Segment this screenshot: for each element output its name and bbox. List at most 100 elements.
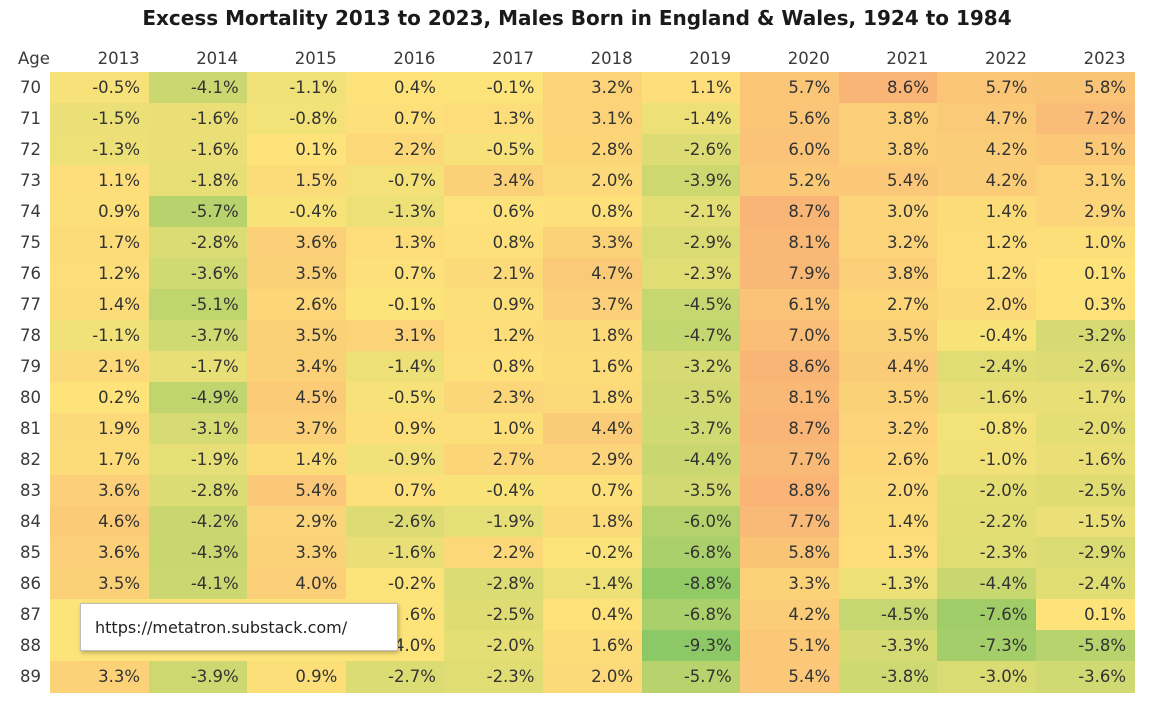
heatmap-cell: 8.7%	[740, 413, 840, 445]
heatmap-cell: -3.2%	[641, 351, 741, 383]
heatmap-cell: 4.4%	[838, 351, 938, 383]
heatmap-cell: -2.5%	[1036, 475, 1136, 507]
heatmap-cell: -3.3%	[838, 630, 938, 662]
heatmap-cell: -6.8%	[641, 599, 741, 631]
heatmap-cell: 1.0%	[444, 413, 544, 445]
heatmap-cell: 0.9%	[247, 661, 347, 693]
heatmap-cell: -1.6%	[148, 134, 248, 166]
heatmap-cell: -3.9%	[148, 661, 248, 693]
heatmap-cell: 5.7%	[937, 72, 1037, 104]
heatmap-cell: -0.1%	[345, 289, 445, 321]
heatmap-cell: 0.8%	[543, 196, 643, 228]
heatmap-cell: -0.5%	[444, 134, 544, 166]
heatmap-cell: -7.6%	[937, 599, 1037, 631]
heatmap-cell: -1.5%	[1036, 506, 1136, 538]
heatmap-cell: 8.1%	[740, 382, 840, 414]
heatmap-cell: -2.8%	[148, 475, 248, 507]
heatmap-cell: -2.4%	[1036, 568, 1136, 600]
heatmap-cell: 1.8%	[543, 506, 643, 538]
heatmap-cell: -1.1%	[247, 72, 347, 104]
heatmap-cell: 3.4%	[247, 351, 347, 383]
row-label: 80	[20, 388, 41, 407]
heatmap-cell: -3.5%	[641, 475, 741, 507]
heatmap-cell: -0.5%	[345, 382, 445, 414]
row-label: 86	[20, 574, 41, 593]
heatmap-cell: 0.4%	[543, 599, 643, 631]
heatmap-cell: -3.7%	[641, 413, 741, 445]
heatmap-cell: 2.9%	[1036, 196, 1136, 228]
heatmap-cell: -2.8%	[148, 227, 248, 259]
heatmap-cell: 3.1%	[1036, 165, 1136, 197]
heatmap-cell: 1.7%	[50, 227, 150, 259]
heatmap-cell: -4.2%	[148, 506, 248, 538]
heatmap-cell: -0.2%	[543, 537, 643, 569]
heatmap-cell: 7.7%	[740, 444, 840, 476]
heatmap-cell: -3.1%	[148, 413, 248, 445]
heatmap-cell: 4.2%	[937, 134, 1037, 166]
heatmap-cell: -3.6%	[1036, 661, 1136, 693]
heatmap-cell: -0.8%	[937, 413, 1037, 445]
heatmap-cell: 4.2%	[937, 165, 1037, 197]
heatmap-cell: 0.1%	[1036, 258, 1136, 290]
heatmap-cell: -3.9%	[641, 165, 741, 197]
heatmap-cell: 3.0%	[838, 196, 938, 228]
heatmap-cell: 1.8%	[543, 320, 643, 352]
heatmap-cell: -4.7%	[641, 320, 741, 352]
heatmap-cell: 6.1%	[740, 289, 840, 321]
heatmap-cell: 2.0%	[543, 165, 643, 197]
heatmap-cell: -2.9%	[1036, 537, 1136, 569]
heatmap-cell: 3.2%	[543, 72, 643, 104]
heatmap-cell: -2.6%	[345, 506, 445, 538]
heatmap-cell: 0.3%	[1036, 289, 1136, 321]
heatmap-cell: -2.5%	[444, 599, 544, 631]
heatmap-cell: -2.4%	[937, 351, 1037, 383]
heatmap-cell: 1.8%	[543, 382, 643, 414]
heatmap-cell: -1.7%	[148, 351, 248, 383]
heatmap-cell: -4.1%	[148, 72, 248, 104]
heatmap-cell: -2.0%	[1036, 413, 1136, 445]
heatmap-cell: 2.3%	[444, 382, 544, 414]
heatmap-cell: -3.6%	[148, 258, 248, 290]
heatmap-cell: -1.4%	[345, 351, 445, 383]
heatmap-cell: 1.1%	[641, 72, 741, 104]
row-label: 79	[20, 357, 41, 376]
heatmap-cell: 3.2%	[838, 413, 938, 445]
heatmap-cell: -0.8%	[247, 103, 347, 135]
heatmap-cell: 2.9%	[247, 506, 347, 538]
heatmap-cell: -1.7%	[1036, 382, 1136, 414]
heatmap-cell: 0.9%	[444, 289, 544, 321]
heatmap-cell: 1.3%	[345, 227, 445, 259]
heatmap-cell: -4.5%	[641, 289, 741, 321]
heatmap-cell: 2.7%	[444, 444, 544, 476]
column-header: 2013	[97, 49, 140, 68]
heatmap-cell: 5.1%	[1036, 134, 1136, 166]
row-label: 74	[20, 202, 41, 221]
heatmap-cell: -1.8%	[148, 165, 248, 197]
heatmap-cell: -3.5%	[641, 382, 741, 414]
heatmap-cell: 1.4%	[50, 289, 150, 321]
row-label: 88	[20, 636, 41, 655]
heatmap-cell: -3.7%	[148, 320, 248, 352]
heatmap-cell: -2.7%	[345, 661, 445, 693]
heatmap-cell: 1.4%	[838, 506, 938, 538]
heatmap-cell: 1.2%	[444, 320, 544, 352]
column-header: 2014	[196, 49, 239, 68]
heatmap-cell: 4.6%	[50, 506, 150, 538]
heatmap-cell: 3.1%	[345, 320, 445, 352]
heatmap-cell: 1.7%	[50, 444, 150, 476]
heatmap-cell: 2.2%	[345, 134, 445, 166]
heatmap-cell: 5.4%	[838, 165, 938, 197]
heatmap-cell: 2.9%	[543, 444, 643, 476]
heatmap-cell: 0.7%	[345, 258, 445, 290]
heatmap-cell: -0.4%	[247, 196, 347, 228]
heatmap-cell: 5.4%	[740, 661, 840, 693]
heatmap-cell: 0.1%	[1036, 599, 1136, 631]
heatmap-cell: 7.7%	[740, 506, 840, 538]
heatmap-cell: -2.0%	[937, 475, 1037, 507]
heatmap-cell: -0.7%	[345, 165, 445, 197]
heatmap-cell: 0.7%	[345, 475, 445, 507]
column-header: 2017	[491, 49, 534, 68]
heatmap-cell: 2.8%	[543, 134, 643, 166]
row-label: 76	[20, 264, 41, 283]
column-header: 2019	[689, 49, 732, 68]
